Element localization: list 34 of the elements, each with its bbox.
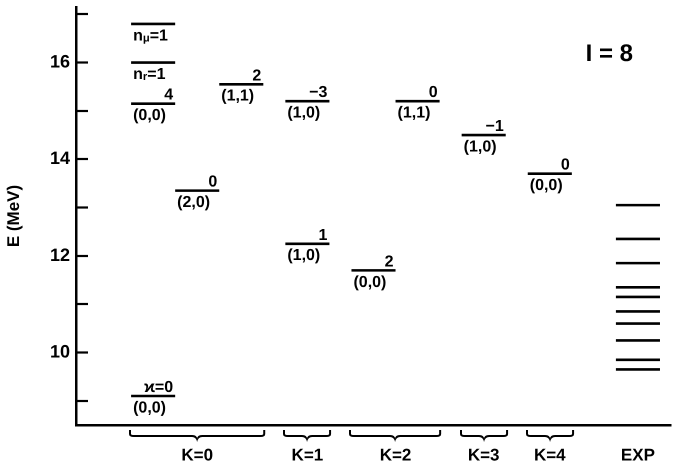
annotation: (1,0) bbox=[287, 247, 320, 264]
annotation: (0,0) bbox=[530, 177, 563, 194]
annotation: 2 bbox=[252, 67, 262, 84]
annotation: 1 bbox=[318, 226, 328, 244]
annotation: (0,0) bbox=[133, 399, 166, 416]
annotation: (1,1) bbox=[221, 88, 254, 105]
y-axis-title: E (MeV) bbox=[4, 184, 23, 248]
annotation: (1,0) bbox=[464, 138, 497, 156]
annotation: 0 bbox=[560, 156, 570, 174]
annotation: 2 bbox=[384, 253, 394, 270]
annotation: nr=1 bbox=[133, 66, 166, 84]
annotation: ϰ=0 bbox=[144, 379, 174, 396]
annotation: −3 bbox=[309, 84, 328, 102]
y-tick-label: 16 bbox=[50, 52, 70, 72]
x-tick-label: EXP bbox=[620, 446, 655, 465]
y-tick-label: 12 bbox=[50, 244, 70, 265]
annotation: (0,0) bbox=[353, 274, 386, 291]
annotation: (0,0) bbox=[133, 107, 166, 124]
annotation: I = 8 bbox=[586, 40, 634, 67]
y-tick-label: 10 bbox=[50, 341, 70, 362]
x-tick-label: K=4 bbox=[534, 446, 566, 465]
annotation: (1,1) bbox=[398, 104, 430, 122]
annotation: nμ=1 bbox=[133, 27, 168, 44]
x-tick-label: K=3 bbox=[468, 446, 500, 465]
x-tick-label: K=1 bbox=[292, 446, 324, 465]
annotation: 4 bbox=[164, 86, 174, 104]
annotation: 0 bbox=[428, 84, 438, 102]
annotation: −1 bbox=[485, 118, 504, 136]
annotation: (1,0) bbox=[287, 104, 320, 122]
annotation: (2,0) bbox=[177, 194, 210, 212]
y-tick-label: 14 bbox=[50, 148, 70, 168]
x-tick-label: K=2 bbox=[380, 446, 412, 465]
annotation: 0 bbox=[208, 174, 218, 191]
x-tick-label: K=0 bbox=[181, 446, 214, 465]
